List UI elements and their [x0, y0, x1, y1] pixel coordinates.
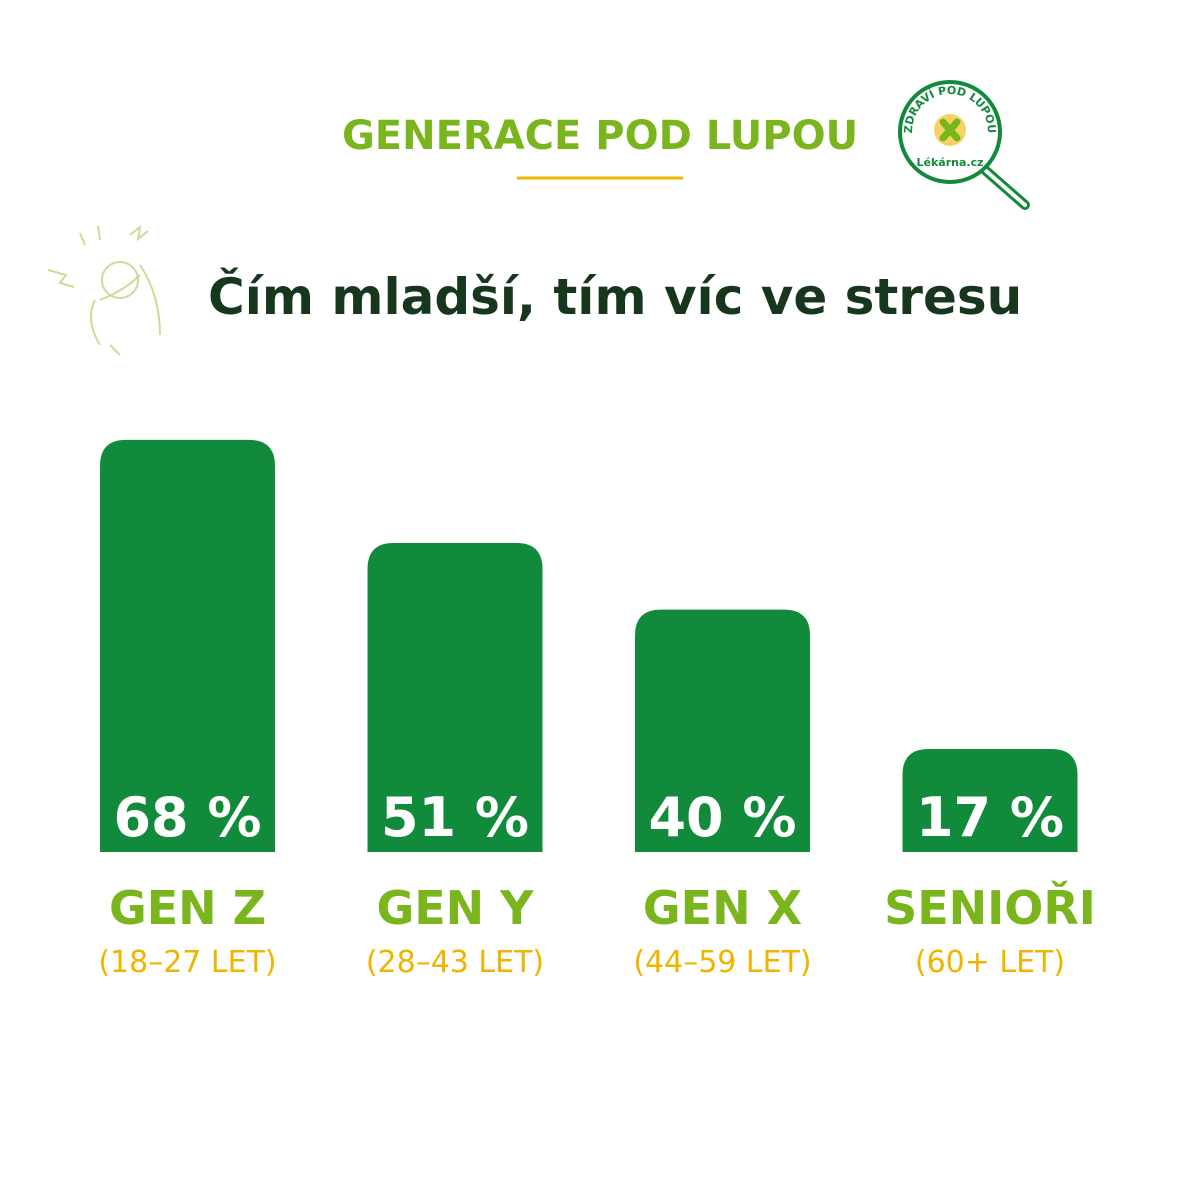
category-label: GEN Y: [376, 881, 534, 935]
bar: [902, 748, 1078, 852]
value-label: 40 %: [648, 786, 796, 849]
value-label: 68 %: [113, 786, 261, 849]
category-label: GEN Z: [109, 881, 266, 935]
chart-title: Čím mladší, tím víc ve stresu: [208, 267, 1022, 326]
category-sublabel: (44–59 LET): [633, 945, 811, 980]
bar: [367, 542, 543, 852]
category-sublabel: (28–43 LET): [366, 945, 544, 980]
category-label: SENIOŘI: [884, 881, 1096, 935]
category-sublabel: (18–27 LET): [98, 945, 276, 980]
header: GENERACE POD LUPOU: [342, 113, 858, 159]
logo-brand: Lékárna.cz: [917, 156, 984, 169]
logo: ZDRAVÍ POD LUPOU Lékárna.cz: [898, 80, 1030, 210]
bar: [635, 609, 810, 852]
bar: [100, 439, 275, 852]
stress-icon: [47, 224, 161, 356]
category-label: GEN X: [643, 881, 802, 935]
category-sublabel: (60+ LET): [915, 945, 1065, 980]
value-label: 51 %: [381, 786, 529, 849]
value-label: 17 %: [916, 786, 1064, 849]
